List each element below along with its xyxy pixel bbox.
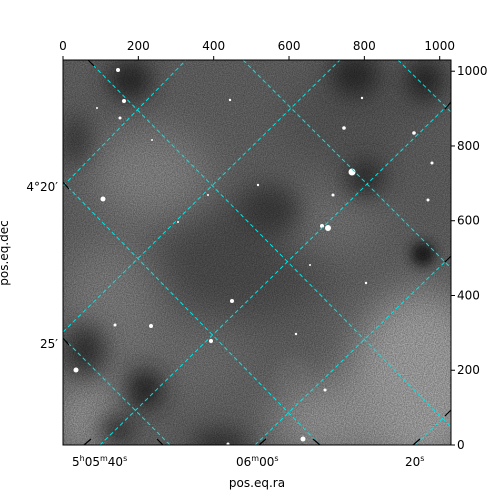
right-pixel-axis: 0 200 400 600 800 1000 — [451, 64, 488, 452]
right-tick-label: 200 — [457, 363, 480, 377]
plot-frame — [62, 59, 452, 446]
ra-tick-label-2: 06m00s — [236, 454, 279, 469]
top-tick-label: 600 — [278, 39, 301, 53]
coordinate-grid — [63, 60, 451, 445]
dec-tick-label-2: 25′ — [40, 337, 58, 351]
top-tick-label: 200 — [127, 39, 150, 53]
y-axis-label: pos.eq.dec — [0, 220, 11, 285]
ra-tick-label-1: 5h05m40s — [72, 454, 127, 469]
world-tick-marks — [62, 59, 452, 446]
right-tick-label: 0 — [457, 438, 465, 452]
right-tick-label: 1000 — [457, 64, 488, 78]
top-tick-label: 800 — [353, 39, 376, 53]
sky-image — [63, 60, 451, 445]
stars — [73, 68, 434, 445]
top-tick-label: 400 — [202, 39, 225, 53]
x-axis-label: pos.eq.ra — [229, 476, 285, 490]
dec-tick-labels: 4°20′ 25′ — [26, 180, 58, 351]
ra-tick-labels: 5h05m40s 06m00s 20s — [72, 454, 424, 469]
top-tick-label: 0 — [59, 39, 67, 53]
right-tick-label: 400 — [457, 288, 480, 302]
right-tick-label: 600 — [457, 214, 480, 228]
top-pixel-axis: 0 200 400 600 800 1000 — [59, 39, 455, 60]
dec-tick-label-1: 4°20′ — [26, 180, 58, 194]
right-tick-label: 800 — [457, 139, 480, 153]
ra-tick-label-3: 20s — [405, 454, 424, 469]
top-tick-label: 1000 — [424, 39, 455, 53]
